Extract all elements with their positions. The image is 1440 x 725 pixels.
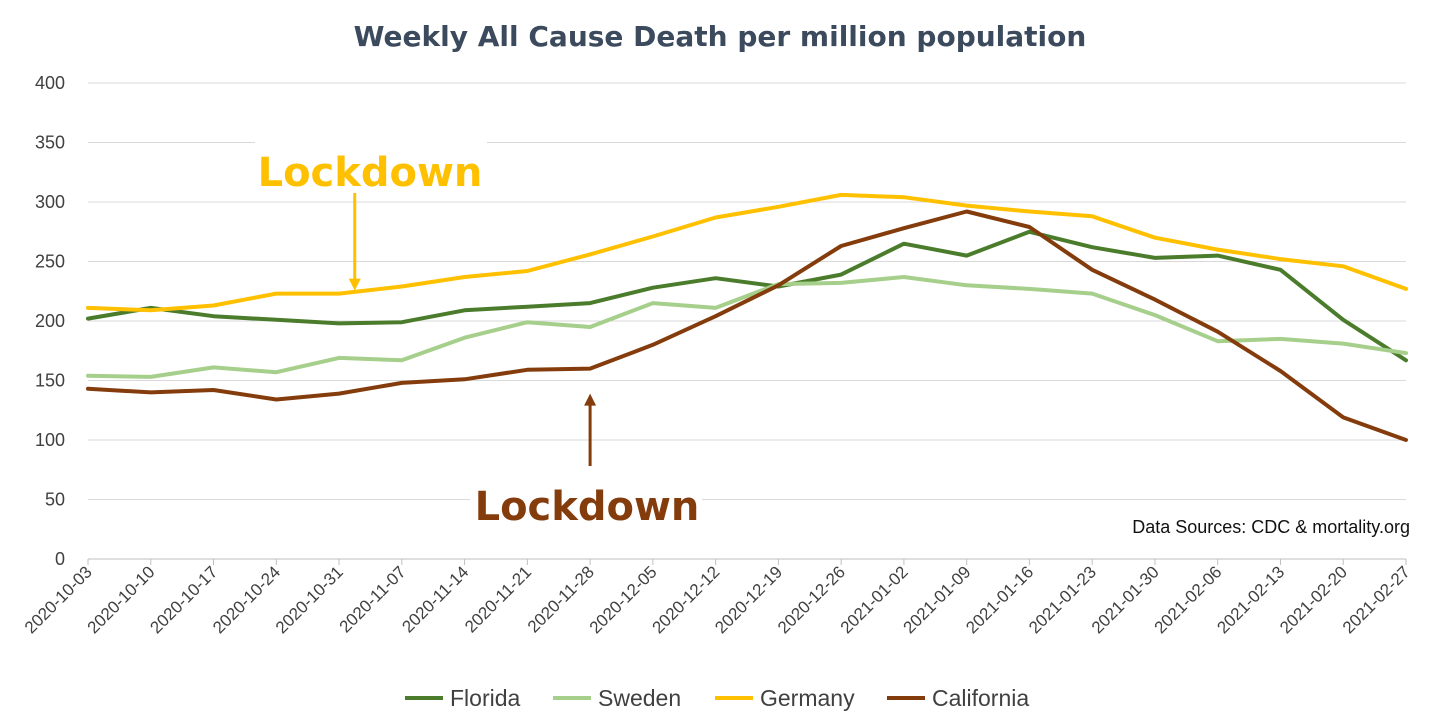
gridlines xyxy=(88,82,1406,560)
legend: Florida Sweden Germany California xyxy=(405,685,1029,711)
y-tick-label: 50 xyxy=(45,490,65,510)
x-tick-label: 2020-11-07 xyxy=(336,562,410,636)
x-tick-label: 2020-10-31 xyxy=(272,562,347,637)
series-line-florida xyxy=(86,229,1408,363)
annotation-backdrop xyxy=(470,472,702,534)
y-tick-label: 100 xyxy=(35,430,65,450)
x-tick-label: 2020-11-14 xyxy=(398,562,472,636)
y-tick-label: 350 xyxy=(35,133,65,153)
series-line-california xyxy=(86,209,1408,442)
arrowhead-icon xyxy=(348,278,361,291)
legend-label-california: California xyxy=(932,685,1029,711)
series-lines xyxy=(86,192,1408,442)
series-line-sweden xyxy=(86,275,1408,379)
x-tick-label: 2020-11-21 xyxy=(461,562,535,636)
annotation-backdrop xyxy=(255,132,487,194)
annotation-lockdown-germany: Lockdown xyxy=(258,150,483,196)
y-tick-label: 0 xyxy=(55,549,65,569)
arrowhead-icon xyxy=(584,393,597,406)
y-tick-label: 400 xyxy=(35,73,65,93)
y-tick-label: 150 xyxy=(35,371,65,391)
annotations: Lockdown Lockdown xyxy=(258,150,700,530)
y-axis: 0 50 100 150 200 250 300 350 400 xyxy=(35,73,65,569)
legend-label-sweden: Sweden xyxy=(598,685,681,711)
annotation-lockdown-california: Lockdown xyxy=(475,484,700,530)
x-axis: 2020-10-032020-10-102020-10-172020-10-24… xyxy=(21,559,1414,637)
y-tick-label: 200 xyxy=(35,311,65,331)
y-tick-label: 300 xyxy=(35,192,65,212)
y-tick-label: 250 xyxy=(35,252,65,272)
chart-title: Weekly All Cause Death per million popul… xyxy=(354,20,1087,53)
x-tick-label: 2021-02-27 xyxy=(1339,562,1414,637)
source-note: Data Sources: CDC & mortality.org xyxy=(1132,517,1410,537)
legend-label-germany: Germany xyxy=(760,685,855,711)
legend-label-florida: Florida xyxy=(450,685,521,711)
series-line-germany xyxy=(86,192,1408,313)
